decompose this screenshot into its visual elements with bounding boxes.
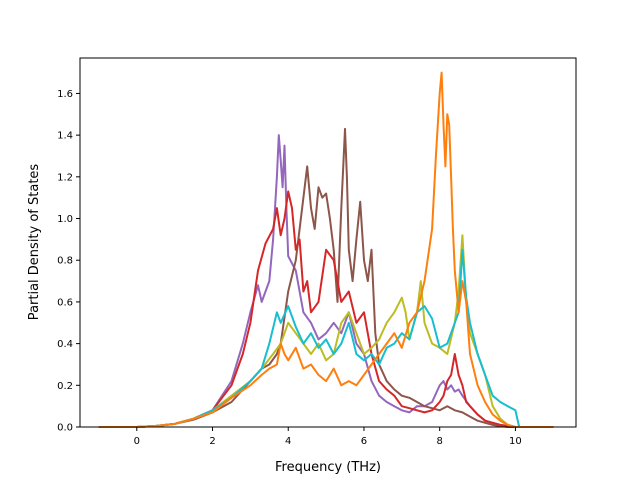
x-axis-label: Frequency (THz) [275,460,381,475]
y-tick-label: 1.0 [57,214,73,225]
series-line-2 [98,127,554,428]
y-tick-label: 0.4 [57,339,73,350]
series-line-6 [98,71,554,428]
y-tick-label: 1.6 [57,89,73,100]
series-layer [98,71,554,428]
series-line-1 [98,134,554,428]
series-line-5 [98,248,554,428]
y-tick-label: 0.2 [57,381,73,392]
x-tick-label: 8 [437,436,443,447]
y-tick-label: 1.2 [57,172,73,183]
x-tick-label: 10 [509,436,522,447]
x-tick-label: 0 [134,436,140,447]
y-tick-label: 0.0 [57,423,73,434]
y-axis-ticks: 0.0 0.2 0.4 0.6 0.8 1.0 1.2 1.4 1.6 [57,89,80,434]
x-axis-ticks: 0 2 4 6 8 10 [134,427,522,447]
y-tick-label: 1.4 [57,131,73,142]
x-tick-label: 6 [361,436,367,447]
x-tick-label: 4 [285,436,291,447]
plot-frame [79,57,577,428]
y-tick-label: 0.6 [57,297,73,308]
y-tick-label: 0.8 [57,256,73,267]
x-tick-label: 2 [209,436,215,447]
y-axis-label: Partial Density of States [27,164,42,321]
series-line-3 [98,190,554,428]
